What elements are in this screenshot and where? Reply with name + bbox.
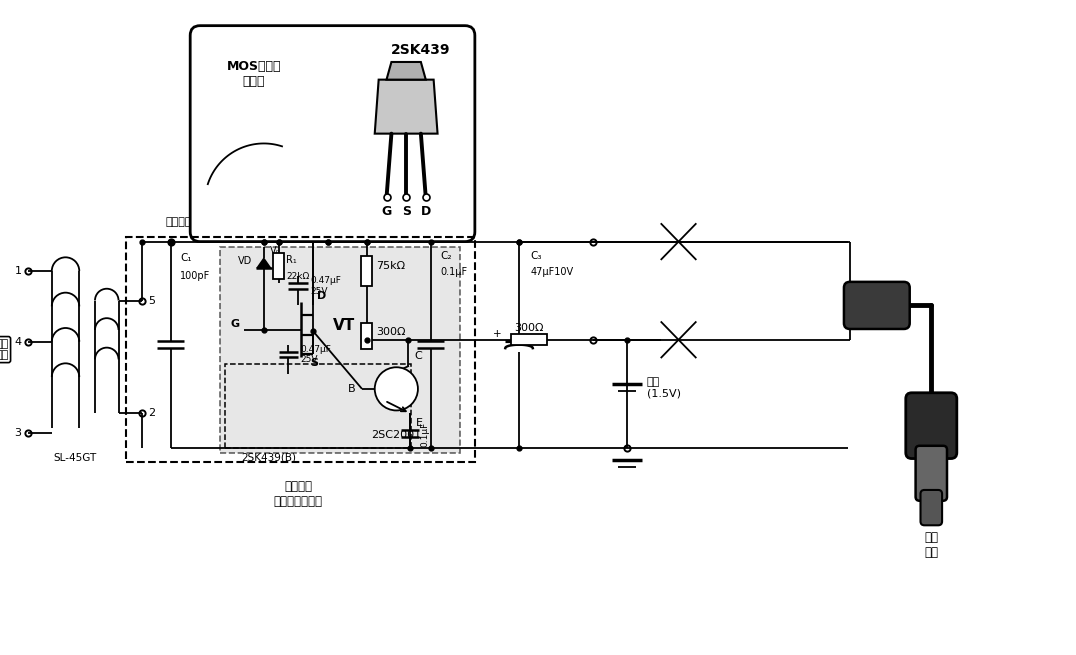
- Bar: [511, 334, 547, 345]
- Text: B: B: [348, 384, 355, 394]
- Text: 2SK439: 2SK439: [391, 43, 451, 58]
- Text: 22kΩ: 22kΩ: [286, 272, 310, 281]
- Text: R₁: R₁: [286, 255, 297, 265]
- Text: 25V: 25V: [310, 287, 327, 295]
- Text: MOS场效应
晶体管: MOS场效应 晶体管: [227, 60, 281, 88]
- Text: S: S: [401, 205, 411, 218]
- Text: 2SC2001: 2SC2001: [371, 430, 422, 440]
- Text: C₂: C₂: [440, 252, 452, 261]
- FancyBboxPatch shape: [920, 490, 943, 525]
- Text: D: D: [421, 205, 430, 218]
- Text: 4: 4: [14, 337, 22, 346]
- Text: SL-45GT: SL-45GT: [54, 453, 97, 462]
- Text: 2: 2: [148, 408, 155, 419]
- Text: VT: VT: [332, 318, 355, 333]
- Text: 磁棒
天线: 磁棒 天线: [0, 339, 9, 360]
- Text: 300Ω: 300Ω: [376, 327, 406, 337]
- FancyBboxPatch shape: [916, 446, 947, 501]
- Circle shape: [374, 367, 417, 411]
- Text: 电池
(1.5V): 电池 (1.5V): [647, 377, 681, 399]
- Text: 3: 3: [14, 428, 22, 438]
- Bar: [220, 246, 461, 453]
- Text: C₁: C₁: [181, 253, 192, 263]
- Text: 0.47μF: 0.47μF: [300, 345, 331, 354]
- Text: 场效应管
固定式偏置电路: 场效应管 固定式偏置电路: [273, 480, 323, 508]
- FancyBboxPatch shape: [190, 26, 475, 242]
- Text: D: D: [316, 291, 326, 301]
- Text: 1: 1: [14, 266, 22, 276]
- Polygon shape: [386, 62, 426, 80]
- Text: V₀: V₀: [270, 246, 280, 256]
- Text: C₃: C₃: [530, 252, 542, 261]
- Text: C: C: [414, 351, 422, 362]
- Text: 300Ω: 300Ω: [514, 323, 543, 333]
- Text: G: G: [381, 205, 392, 218]
- Bar: [362, 256, 372, 286]
- FancyBboxPatch shape: [906, 393, 957, 458]
- Text: 25V: 25V: [300, 356, 317, 364]
- Text: +: +: [493, 329, 501, 339]
- Text: 47μF10V: 47μF10V: [530, 267, 574, 277]
- Text: 外接天线: 外接天线: [166, 217, 193, 227]
- Text: 0.1μF: 0.1μF: [421, 421, 430, 447]
- Text: 晶体
耳机: 晶体 耳机: [924, 531, 938, 559]
- Polygon shape: [257, 258, 271, 268]
- Bar: [126, 236, 475, 462]
- Text: G: G: [230, 319, 239, 329]
- Text: 0.47μF: 0.47μF: [310, 276, 341, 285]
- Bar: [273, 253, 284, 279]
- Text: 5: 5: [148, 295, 155, 305]
- Text: E: E: [416, 419, 423, 428]
- Text: 75kΩ: 75kΩ: [376, 261, 405, 271]
- Bar: [225, 364, 411, 448]
- Polygon shape: [374, 80, 438, 134]
- Bar: [362, 323, 372, 348]
- Text: 0.1μF: 0.1μF: [440, 267, 468, 277]
- FancyBboxPatch shape: [844, 282, 909, 329]
- Text: VD: VD: [238, 256, 252, 266]
- Text: 100pF: 100pF: [181, 271, 211, 281]
- Text: 2SK439(B): 2SK439(B): [241, 453, 296, 462]
- Text: S: S: [310, 358, 317, 368]
